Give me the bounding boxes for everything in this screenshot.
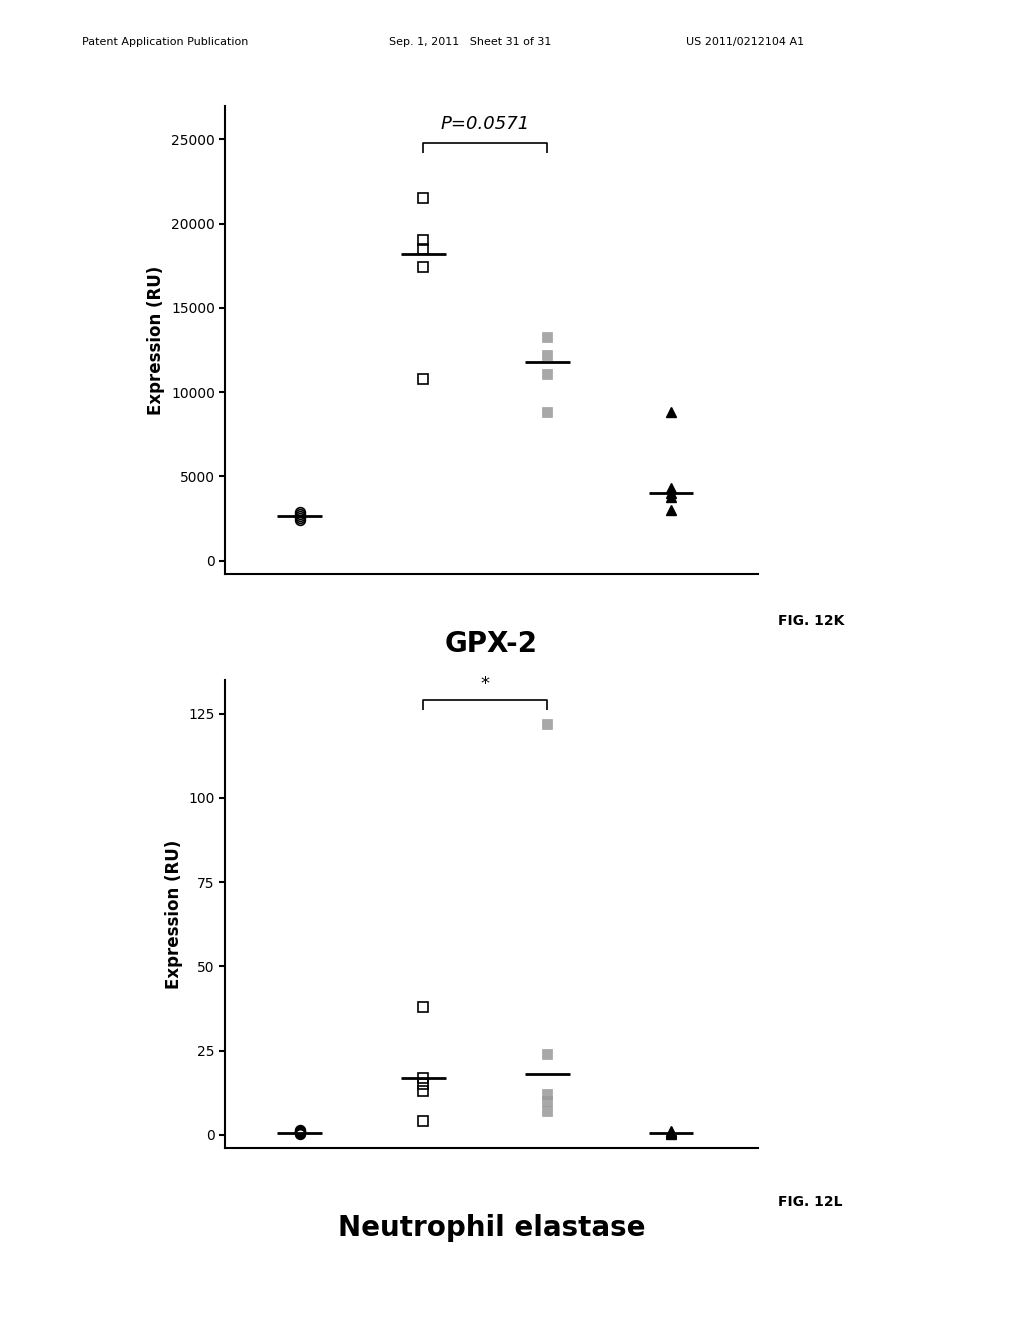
Text: FIG. 12K: FIG. 12K xyxy=(778,614,845,628)
Text: Neutrophil elastase: Neutrophil elastase xyxy=(338,1214,645,1242)
Text: Sep. 1, 2011   Sheet 31 of 31: Sep. 1, 2011 Sheet 31 of 31 xyxy=(389,37,552,48)
Text: FIG. 12L: FIG. 12L xyxy=(778,1195,843,1209)
Text: GPX-2: GPX-2 xyxy=(445,631,538,659)
Y-axis label: Expression (RU): Expression (RU) xyxy=(165,840,183,989)
Text: Patent Application Publication: Patent Application Publication xyxy=(82,37,248,48)
Text: US 2011/0212104 A1: US 2011/0212104 A1 xyxy=(686,37,804,48)
Text: P=0.0571: P=0.0571 xyxy=(440,115,530,132)
Y-axis label: Expression (RU): Expression (RU) xyxy=(147,265,166,414)
Text: *: * xyxy=(481,676,489,693)
